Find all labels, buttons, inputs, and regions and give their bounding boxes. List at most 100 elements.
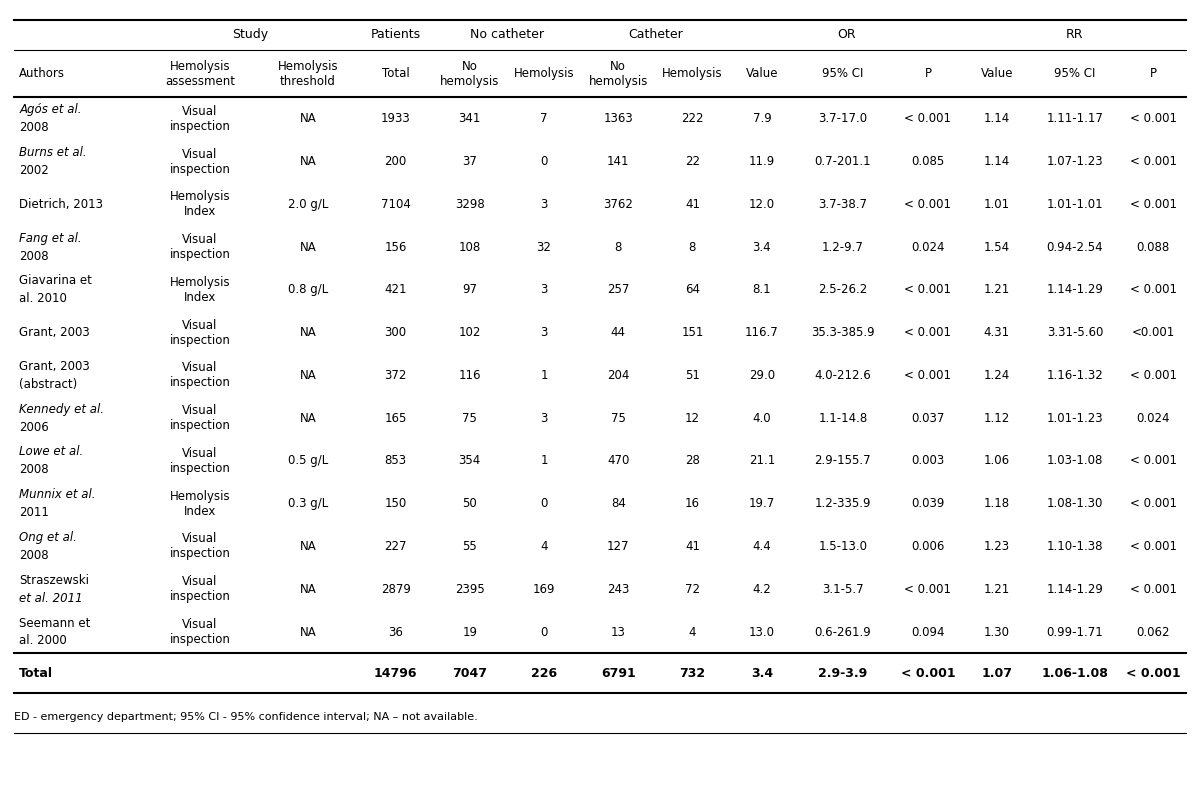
Text: 0.088: 0.088 — [1136, 241, 1170, 253]
Text: 421: 421 — [384, 284, 407, 296]
Text: 1.16-1.32: 1.16-1.32 — [1046, 369, 1103, 382]
Text: 0.085: 0.085 — [911, 155, 944, 168]
Text: 2008: 2008 — [19, 549, 49, 562]
Text: 0.3 g/L: 0.3 g/L — [288, 497, 328, 510]
Text: 0.037: 0.037 — [911, 412, 944, 425]
Text: Grant, 2003: Grant, 2003 — [19, 360, 90, 373]
Text: 35.3-385.9: 35.3-385.9 — [811, 326, 875, 339]
Text: 2011: 2011 — [19, 506, 49, 520]
Text: 51: 51 — [685, 369, 700, 382]
Text: 102: 102 — [458, 326, 481, 339]
Text: NA: NA — [300, 540, 317, 553]
Text: (abstract): (abstract) — [19, 378, 78, 391]
Text: Catheter: Catheter — [628, 29, 683, 41]
Text: < 0.001: < 0.001 — [900, 667, 955, 680]
Text: 300: 300 — [384, 326, 407, 339]
Text: 1: 1 — [540, 369, 547, 382]
Text: al. 2000: al. 2000 — [19, 634, 67, 648]
Text: et al. 2011: et al. 2011 — [19, 592, 83, 605]
Text: 0: 0 — [540, 497, 547, 510]
Text: 8: 8 — [614, 241, 622, 253]
Text: 156: 156 — [384, 241, 407, 253]
Text: 0: 0 — [540, 626, 547, 638]
Text: 0: 0 — [540, 155, 547, 168]
Text: 127: 127 — [607, 540, 630, 553]
Text: 0.039: 0.039 — [911, 497, 944, 510]
Text: < 0.001: < 0.001 — [1129, 497, 1177, 510]
Text: 97: 97 — [462, 284, 478, 296]
Text: 32: 32 — [536, 241, 552, 253]
Text: 1.54: 1.54 — [984, 241, 1009, 253]
Text: 50: 50 — [462, 497, 478, 510]
Text: Value: Value — [980, 67, 1013, 80]
Text: < 0.001: < 0.001 — [905, 369, 952, 382]
Text: < 0.001: < 0.001 — [905, 583, 952, 596]
Text: 19: 19 — [462, 626, 478, 638]
Text: 4.31: 4.31 — [984, 326, 1009, 339]
Text: < 0.001: < 0.001 — [1129, 455, 1177, 467]
Text: < 0.001: < 0.001 — [1129, 284, 1177, 296]
Text: 169: 169 — [533, 583, 556, 596]
Text: 3298: 3298 — [455, 198, 485, 211]
Text: 0.94-2.54: 0.94-2.54 — [1046, 241, 1103, 253]
Text: 1.03-1.08: 1.03-1.08 — [1046, 455, 1103, 467]
Text: 151: 151 — [682, 326, 703, 339]
Text: 108: 108 — [458, 241, 481, 253]
Text: 44: 44 — [611, 326, 625, 339]
Text: Seemann et: Seemann et — [19, 616, 90, 630]
Text: Study: Study — [233, 29, 269, 41]
Text: 12.0: 12.0 — [749, 198, 775, 211]
Text: 0.006: 0.006 — [911, 540, 944, 553]
Text: 165: 165 — [384, 412, 407, 425]
Text: Agós et al.: Agós et al. — [19, 103, 82, 116]
Text: 84: 84 — [611, 497, 625, 510]
Text: Kennedy et al.: Kennedy et al. — [19, 402, 104, 416]
Text: 372: 372 — [384, 369, 407, 382]
Text: OR: OR — [838, 29, 857, 41]
Text: Hemolysis
assessment: Hemolysis assessment — [164, 59, 235, 88]
Text: Ong et al.: Ong et al. — [19, 531, 77, 544]
Text: 0.7-201.1: 0.7-201.1 — [815, 155, 871, 168]
Text: 1.21: 1.21 — [984, 583, 1010, 596]
Text: Hemolysis
Index: Hemolysis Index — [169, 489, 230, 518]
Text: 257: 257 — [607, 284, 630, 296]
Text: 13.0: 13.0 — [749, 626, 775, 638]
Text: 2.0 g/L: 2.0 g/L — [288, 198, 328, 211]
Text: 1.23: 1.23 — [984, 540, 1009, 553]
Text: 341: 341 — [458, 112, 481, 125]
Text: Giavarina et: Giavarina et — [19, 274, 92, 287]
Text: Visual
inspection: Visual inspection — [169, 447, 230, 475]
Text: <0.001: <0.001 — [1132, 326, 1175, 339]
Text: Hemolysis: Hemolysis — [514, 67, 575, 80]
Text: 1.30: 1.30 — [984, 626, 1009, 638]
Text: 41: 41 — [685, 198, 700, 211]
Text: 2002: 2002 — [19, 164, 49, 177]
Text: 0.8 g/L: 0.8 g/L — [288, 284, 328, 296]
Text: 7.9: 7.9 — [752, 112, 772, 125]
Text: 8: 8 — [689, 241, 696, 253]
Text: 21.1: 21.1 — [749, 455, 775, 467]
Text: 1.1-14.8: 1.1-14.8 — [818, 412, 868, 425]
Text: Total: Total — [382, 67, 409, 80]
Text: Visual
inspection: Visual inspection — [169, 318, 230, 347]
Text: Lowe et al.: Lowe et al. — [19, 445, 84, 459]
Text: No
hemolysis: No hemolysis — [588, 59, 648, 88]
Text: 95% CI: 95% CI — [822, 67, 864, 80]
Text: Fang et al.: Fang et al. — [19, 231, 82, 245]
Text: < 0.001: < 0.001 — [1126, 667, 1181, 680]
Text: 227: 227 — [384, 540, 407, 553]
Text: 19.7: 19.7 — [749, 497, 775, 510]
Text: 1.01: 1.01 — [984, 198, 1009, 211]
Text: 1.10-1.38: 1.10-1.38 — [1046, 540, 1103, 553]
Text: Visual
inspection: Visual inspection — [169, 105, 230, 133]
Text: 12: 12 — [685, 412, 700, 425]
Text: 1.06: 1.06 — [984, 455, 1009, 467]
Text: 8.1: 8.1 — [752, 284, 772, 296]
Text: 3.4: 3.4 — [752, 241, 772, 253]
Text: 4: 4 — [689, 626, 696, 638]
Text: 3.31-5.60: 3.31-5.60 — [1046, 326, 1103, 339]
Text: 95% CI: 95% CI — [1055, 67, 1096, 80]
Text: 0.094: 0.094 — [911, 626, 944, 638]
Text: 0.003: 0.003 — [911, 455, 944, 467]
Text: NA: NA — [300, 112, 317, 125]
